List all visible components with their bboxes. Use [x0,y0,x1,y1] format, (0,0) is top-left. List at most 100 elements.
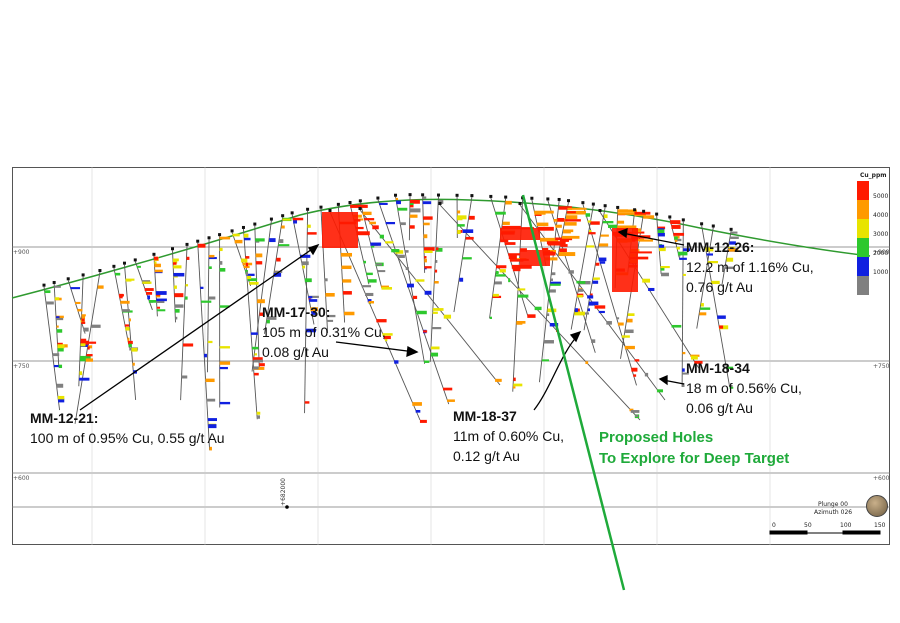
assay-bar [603,214,608,219]
legend-swatch [857,181,869,200]
assay-bar [375,263,382,266]
assay-bar [77,308,83,312]
assay-bar [567,207,587,210]
assay-bar [208,254,215,258]
assay-bar [87,345,93,349]
assay-bar [423,234,428,239]
assay-bar [560,244,568,247]
assay-bar [132,362,135,366]
assay-bar [208,266,212,269]
assay-bar [209,446,212,451]
assay-bar [489,316,492,320]
assay-bar [266,319,270,324]
assay-bar [114,272,121,276]
assay-bar [634,213,646,217]
assay-bar [602,221,614,224]
drill-trace [453,197,473,313]
assay-bar [642,278,651,283]
assay-bar [617,212,638,215]
assay-bar [382,333,393,336]
assay-bar [412,402,422,406]
assay-bar [52,353,60,357]
intercept-text: 100 m of 0.95% Cu, 0.55 g/t Au [30,430,225,446]
assay-bar [379,202,388,205]
proposed-hole-line [521,194,626,591]
drill-collar [241,225,245,229]
assay-bar [634,211,651,215]
assay-bar [365,292,374,297]
assay-bar [544,340,554,344]
drill-collar [598,209,602,212]
assay-bar [547,242,563,246]
drill-trace [304,210,309,414]
assay-bar [670,220,681,225]
assay-bar [517,288,526,291]
assay-bar [81,315,86,319]
assay-bar [590,221,600,225]
assay-bar [246,273,255,276]
assay-bar [540,237,559,242]
assay-bar [699,312,707,316]
proposed-line-1: Proposed Holes [599,429,714,446]
assay-bar [364,218,375,221]
assay-bar [219,366,228,370]
assay-bar [566,211,576,214]
drill-collar [567,199,571,203]
assay-bar [207,340,213,344]
drill-collar [408,193,412,197]
assay-bar [293,219,298,224]
assay-bar [422,201,432,205]
assay-bar [504,242,516,245]
intercept-text: 12.2 m of 1.16% Cu, [686,259,814,275]
assay-bar [245,262,249,267]
assay-bar [57,347,64,352]
assay-bar [81,321,86,324]
assay-bar [307,224,311,228]
assay-bar [273,272,282,277]
assay-bar [594,305,606,309]
assay-bar [256,411,261,415]
cu-legend: Cu_ppm 5000 4000 3000 2000 1000 [857,172,888,301]
assay-bar [173,262,177,265]
assay-bar [534,211,546,215]
assay-bar [424,258,427,263]
drill-collar [421,193,425,197]
assay-bar [691,355,698,360]
drill-collar [81,273,85,277]
scale-tick-0: 0 [772,522,776,529]
drill-trace [439,204,641,421]
drill-collar [557,197,561,201]
assay-bar [632,231,645,234]
northing-marker [285,505,289,509]
assay-bar [598,310,605,314]
assay-bar [87,346,90,350]
assay-bar [197,243,206,248]
scale-tick-150: 150 [874,522,886,529]
assay-bar [391,249,400,253]
assay-bar [677,251,688,256]
assay-bar [385,241,394,244]
assay-bar [412,295,418,299]
assay-bar [342,279,352,283]
drill-trace [557,202,569,257]
drill-collar [336,202,340,206]
assay-bar [340,252,353,257]
assay-bar [308,296,313,299]
drill-trace [207,239,210,373]
assay-bar [644,372,649,377]
assay-bar [711,280,720,285]
hole-id: MM-18-37 [453,408,517,424]
assay-bar [509,259,524,262]
assay-bar [657,229,665,234]
assay-bar [208,257,217,260]
assay-bar [53,364,60,368]
assay-bar [558,206,572,210]
elevation-label-750-right: +750 [873,363,890,370]
assay-bar [206,398,216,402]
label-mm-12-26: MM-12-26: 12.2 m of 1.16% Cu, 0.76 g/t A… [686,237,814,297]
proposed-line-2: To Explore for Deep Target [599,450,790,467]
assay-bar [544,257,558,261]
assay-bar [434,269,438,273]
assay-bar [173,265,182,269]
assay-bar [416,310,427,315]
